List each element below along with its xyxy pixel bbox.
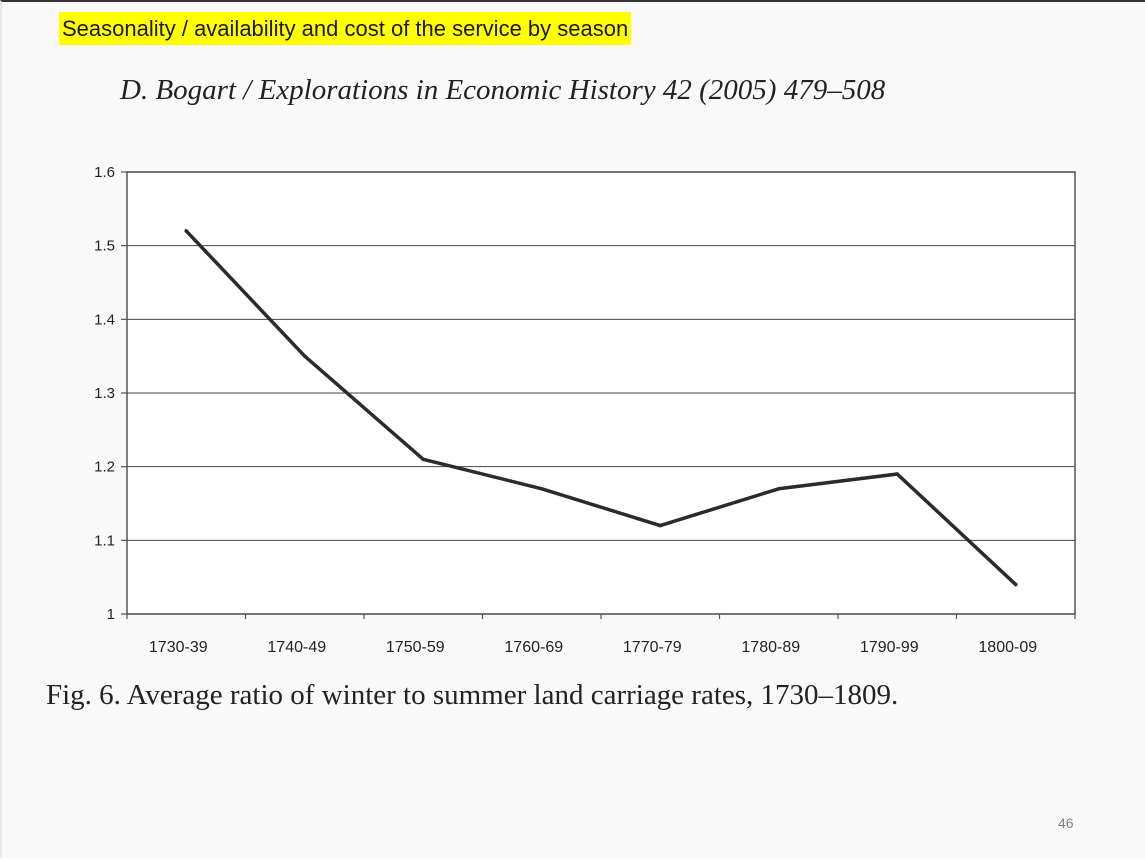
citation: D. Bogart / Explorations in Economic His… [120, 74, 886, 106]
data-point [658, 523, 663, 528]
x-tick-label: 1730-39 [149, 639, 208, 656]
x-tick-label: 1750-59 [386, 639, 445, 656]
x-tick-label: 1790-99 [860, 639, 919, 656]
figure-caption: Fig. 6. Average ratio of winter to summe… [46, 679, 899, 711]
data-point [302, 354, 307, 358]
y-tick-label: 1.2 [94, 459, 115, 476]
x-tick-label: 1800-09 [978, 639, 1037, 656]
data-point [184, 229, 189, 233]
y-tick-label: 1.5 [94, 238, 115, 255]
x-tick-label: 1780-89 [741, 639, 800, 656]
data-point [539, 486, 544, 491]
y-tick-label: 1.6 [94, 164, 115, 181]
y-tick-label: 1.4 [94, 311, 115, 328]
x-tick-label: 1740-49 [267, 639, 326, 656]
x-tick-label: 1760-69 [504, 639, 563, 656]
y-tick-label: 1.1 [94, 532, 115, 549]
data-point [776, 486, 781, 491]
page-number: 46 [1058, 815, 1074, 831]
data-point [895, 472, 900, 476]
slide-title: Seasonality / availability and cost of t… [59, 12, 632, 45]
data-point [1013, 582, 1018, 587]
y-tick-label: 1.3 [94, 385, 115, 402]
y-tick-label: 1 [107, 606, 115, 623]
series-line [184, 229, 1018, 587]
data-point [421, 457, 426, 462]
x-tick-label: 1770-79 [623, 639, 682, 656]
